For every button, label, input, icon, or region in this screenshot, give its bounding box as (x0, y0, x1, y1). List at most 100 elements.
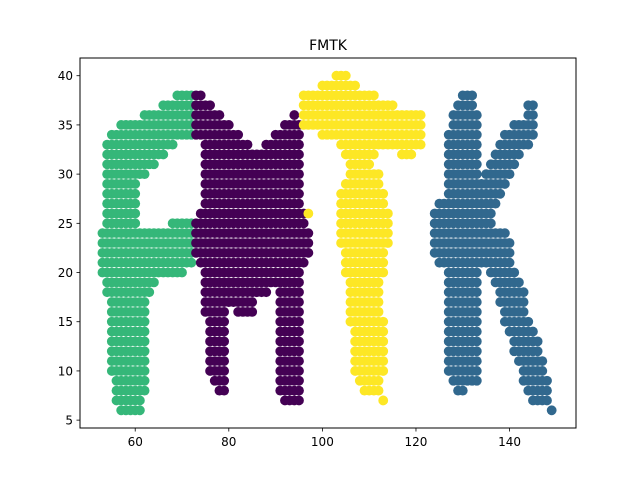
data-point (219, 366, 230, 376)
data-point (294, 297, 304, 307)
data-point (134, 405, 145, 416)
data-point (518, 297, 529, 307)
data-point (373, 287, 384, 298)
data-point (406, 149, 417, 160)
data-point (504, 169, 515, 180)
data-point (514, 277, 524, 288)
data-point (242, 139, 253, 150)
series-1 (97, 90, 197, 416)
data-point (528, 100, 538, 111)
data-point (542, 385, 552, 396)
data-point (378, 356, 389, 366)
data-point (294, 356, 304, 366)
chart-title: FMTK (309, 38, 348, 54)
data-point (528, 120, 538, 130)
data-point (373, 297, 384, 307)
data-point (139, 346, 150, 357)
data-point (294, 267, 304, 278)
data-point (457, 385, 468, 396)
data-point (471, 346, 482, 357)
data-point (186, 257, 197, 268)
y-tick-label: 40 (58, 69, 73, 83)
data-point (294, 188, 304, 199)
data-point (415, 120, 426, 130)
data-point (298, 257, 309, 268)
data-point (471, 356, 482, 366)
data-point (415, 139, 426, 150)
data-point (294, 346, 304, 357)
data-point (373, 169, 384, 180)
data-point (130, 218, 141, 229)
data-point (373, 375, 384, 386)
data-point (467, 100, 478, 111)
data-point (219, 385, 230, 396)
data-point (167, 139, 178, 150)
data-point (499, 228, 510, 239)
data-point (219, 356, 230, 366)
data-points (97, 70, 557, 416)
data-point (471, 139, 482, 150)
data-point (294, 277, 304, 288)
data-point (139, 356, 150, 366)
data-point (303, 228, 314, 239)
data-point (471, 149, 482, 160)
data-point (294, 139, 304, 150)
data-point (294, 385, 304, 396)
data-point (382, 218, 393, 229)
data-point (382, 228, 393, 239)
data-point (130, 188, 141, 199)
data-point (471, 306, 482, 317)
data-point (149, 159, 159, 170)
data-point (528, 129, 538, 140)
data-point (139, 316, 150, 327)
data-point (509, 267, 520, 278)
data-point (130, 198, 141, 209)
data-point (382, 238, 393, 248)
data-point (378, 366, 389, 376)
data-point (532, 336, 543, 347)
data-point (485, 208, 496, 219)
x-tick-label: 80 (221, 435, 236, 449)
data-point (214, 110, 225, 120)
data-point (378, 267, 389, 278)
data-point (471, 287, 482, 298)
data-point (471, 110, 482, 120)
data-point (289, 110, 300, 120)
data-point (364, 159, 375, 170)
data-point (298, 218, 309, 229)
y-tick-label: 35 (58, 118, 73, 132)
x-tick-label: 140 (498, 435, 521, 449)
data-point (373, 277, 384, 288)
data-point (378, 188, 389, 199)
data-point (471, 326, 482, 337)
data-point (373, 306, 384, 317)
data-point (303, 208, 314, 219)
data-point (504, 238, 515, 248)
data-point (542, 395, 552, 406)
data-point (471, 267, 482, 278)
data-point (537, 366, 548, 376)
data-point (471, 169, 482, 180)
data-point (294, 336, 304, 347)
data-point (219, 326, 230, 337)
data-point (471, 336, 482, 347)
y-tick-label: 5 (65, 414, 73, 428)
data-point (378, 316, 389, 327)
data-point (495, 188, 506, 199)
data-point (504, 257, 515, 268)
data-point (247, 297, 258, 307)
data-point (261, 287, 272, 298)
data-point (528, 326, 538, 337)
data-point (195, 90, 206, 101)
data-point (139, 326, 150, 337)
data-point (378, 198, 389, 209)
y-tick-label: 15 (58, 315, 73, 329)
data-point (294, 179, 304, 189)
data-point (294, 306, 304, 317)
data-point (303, 247, 314, 258)
data-point (368, 90, 379, 101)
data-point (139, 366, 150, 376)
data-point (471, 129, 482, 140)
data-point (499, 179, 510, 189)
